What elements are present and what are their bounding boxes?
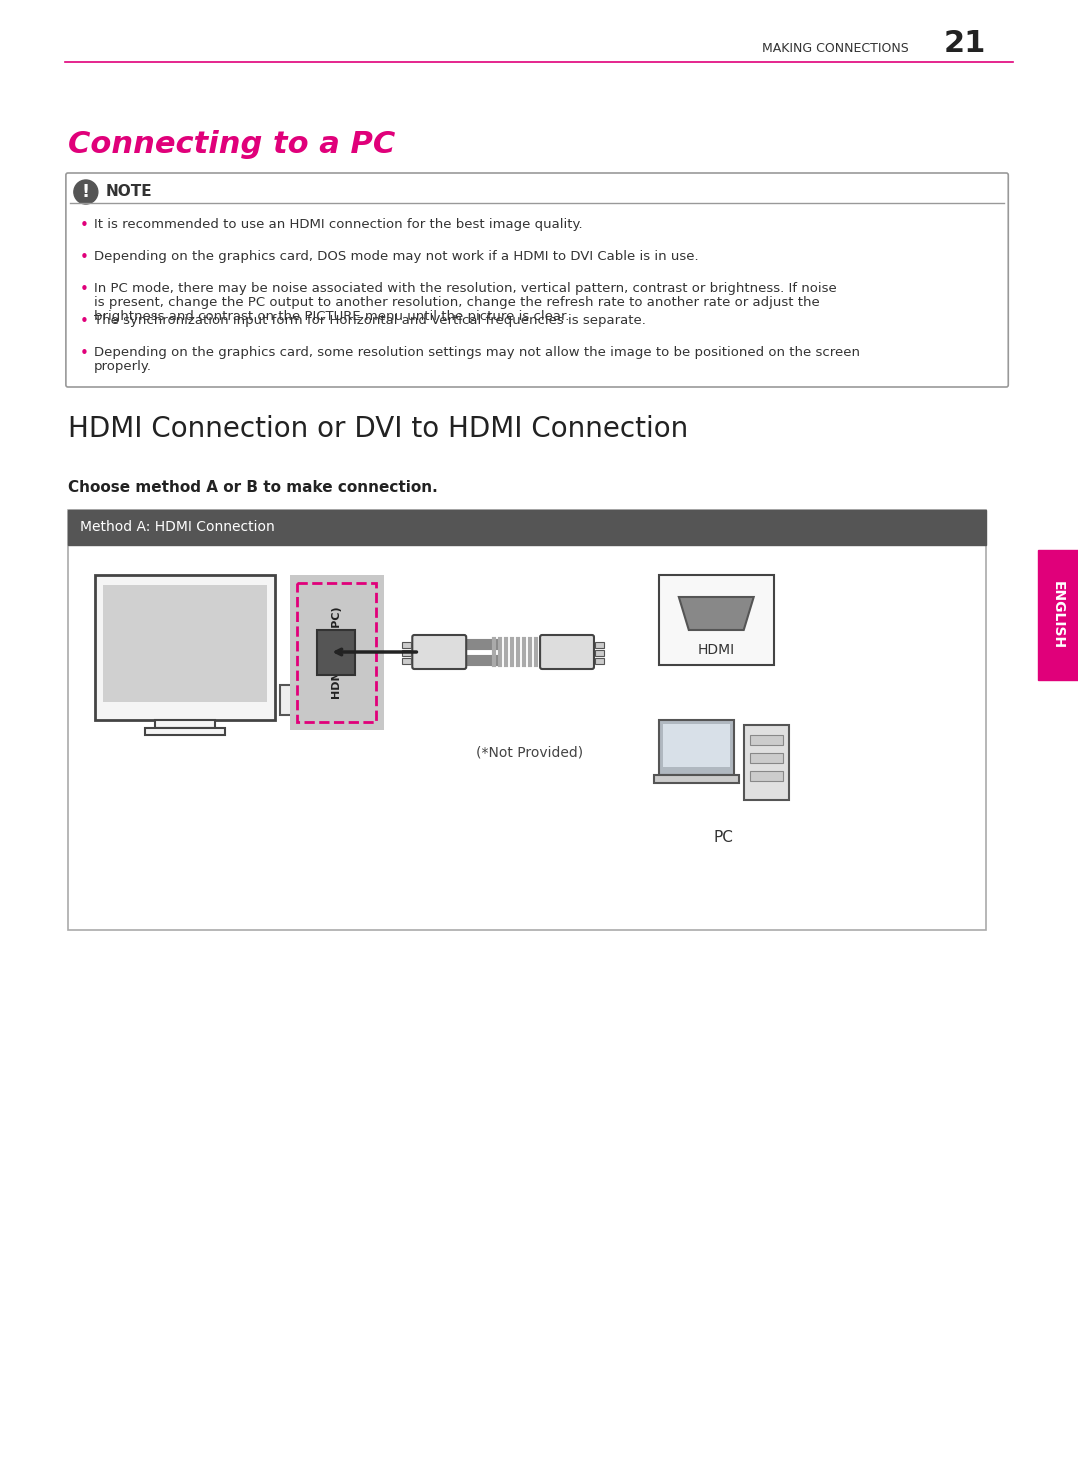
Text: properly.: properly.	[94, 359, 152, 373]
Text: brightness and contrast on the PICTURE menu until the picture is clear.: brightness and contrast on the PICTURE m…	[94, 311, 569, 322]
FancyBboxPatch shape	[540, 634, 594, 669]
Text: Choose method A or B to make connection.: Choose method A or B to make connection.	[68, 481, 437, 495]
Bar	[663, 725, 730, 768]
Text: 21: 21	[944, 30, 986, 58]
Bar	[154, 720, 215, 728]
Bar	[297, 583, 376, 722]
Bar	[1038, 550, 1078, 680]
Bar	[744, 725, 788, 800]
Text: HDMI IN 1 (PC): HDMI IN 1 (PC)	[332, 606, 342, 698]
Bar	[659, 720, 733, 775]
Bar	[403, 658, 411, 664]
Text: NOTE: NOTE	[106, 185, 152, 200]
FancyBboxPatch shape	[68, 510, 986, 930]
Bar	[95, 575, 274, 720]
Text: •: •	[80, 314, 89, 328]
Circle shape	[73, 180, 98, 204]
Bar	[289, 575, 384, 731]
Text: Method A: HDMI Connection: Method A: HDMI Connection	[80, 521, 274, 534]
Text: •: •	[80, 217, 89, 234]
Bar	[318, 630, 355, 674]
Bar	[103, 586, 267, 703]
Text: HDMI: HDMI	[698, 643, 734, 657]
Text: (*Not Provided): (*Not Provided)	[475, 745, 582, 759]
FancyBboxPatch shape	[413, 634, 467, 669]
Text: •: •	[80, 250, 89, 265]
Bar	[595, 649, 604, 657]
Text: The synchronization input form for Horizontal and Vertical frequencies is separa: The synchronization input form for Horiz…	[94, 314, 646, 327]
Bar	[595, 658, 604, 664]
Bar	[653, 775, 739, 782]
Text: Connecting to a PC: Connecting to a PC	[68, 130, 395, 160]
Text: is present, change the PC output to another resolution, change the refresh rate : is present, change the PC output to anot…	[94, 296, 820, 309]
Polygon shape	[679, 598, 754, 630]
Text: •: •	[80, 346, 89, 361]
Bar	[750, 771, 783, 781]
Bar	[659, 575, 773, 666]
Bar	[280, 685, 301, 714]
Text: !: !	[82, 183, 90, 201]
Text: HDMI Connection or DVI to HDMI Connection: HDMI Connection or DVI to HDMI Connectio…	[68, 416, 688, 444]
Text: PC: PC	[714, 830, 733, 845]
Bar	[68, 510, 986, 544]
Bar	[403, 642, 411, 648]
Bar	[403, 649, 411, 657]
Text: Depending on the graphics card, DOS mode may not work if a HDMI to DVI Cable is : Depending on the graphics card, DOS mode…	[94, 250, 699, 263]
Bar	[595, 642, 604, 648]
Text: MAKING CONNECTIONS: MAKING CONNECTIONS	[761, 41, 908, 55]
Bar	[750, 753, 783, 763]
Text: ENGLISH: ENGLISH	[1051, 581, 1065, 649]
Text: Depending on the graphics card, some resolution settings may not allow the image: Depending on the graphics card, some res…	[94, 346, 860, 359]
Text: •: •	[80, 282, 89, 297]
Bar	[145, 728, 225, 735]
Bar	[750, 735, 783, 745]
Text: In PC mode, there may be noise associated with the resolution, vertical pattern,: In PC mode, there may be noise associate…	[94, 282, 837, 294]
FancyBboxPatch shape	[66, 173, 1009, 387]
Text: It is recommended to use an HDMI connection for the best image quality.: It is recommended to use an HDMI connect…	[94, 217, 582, 231]
